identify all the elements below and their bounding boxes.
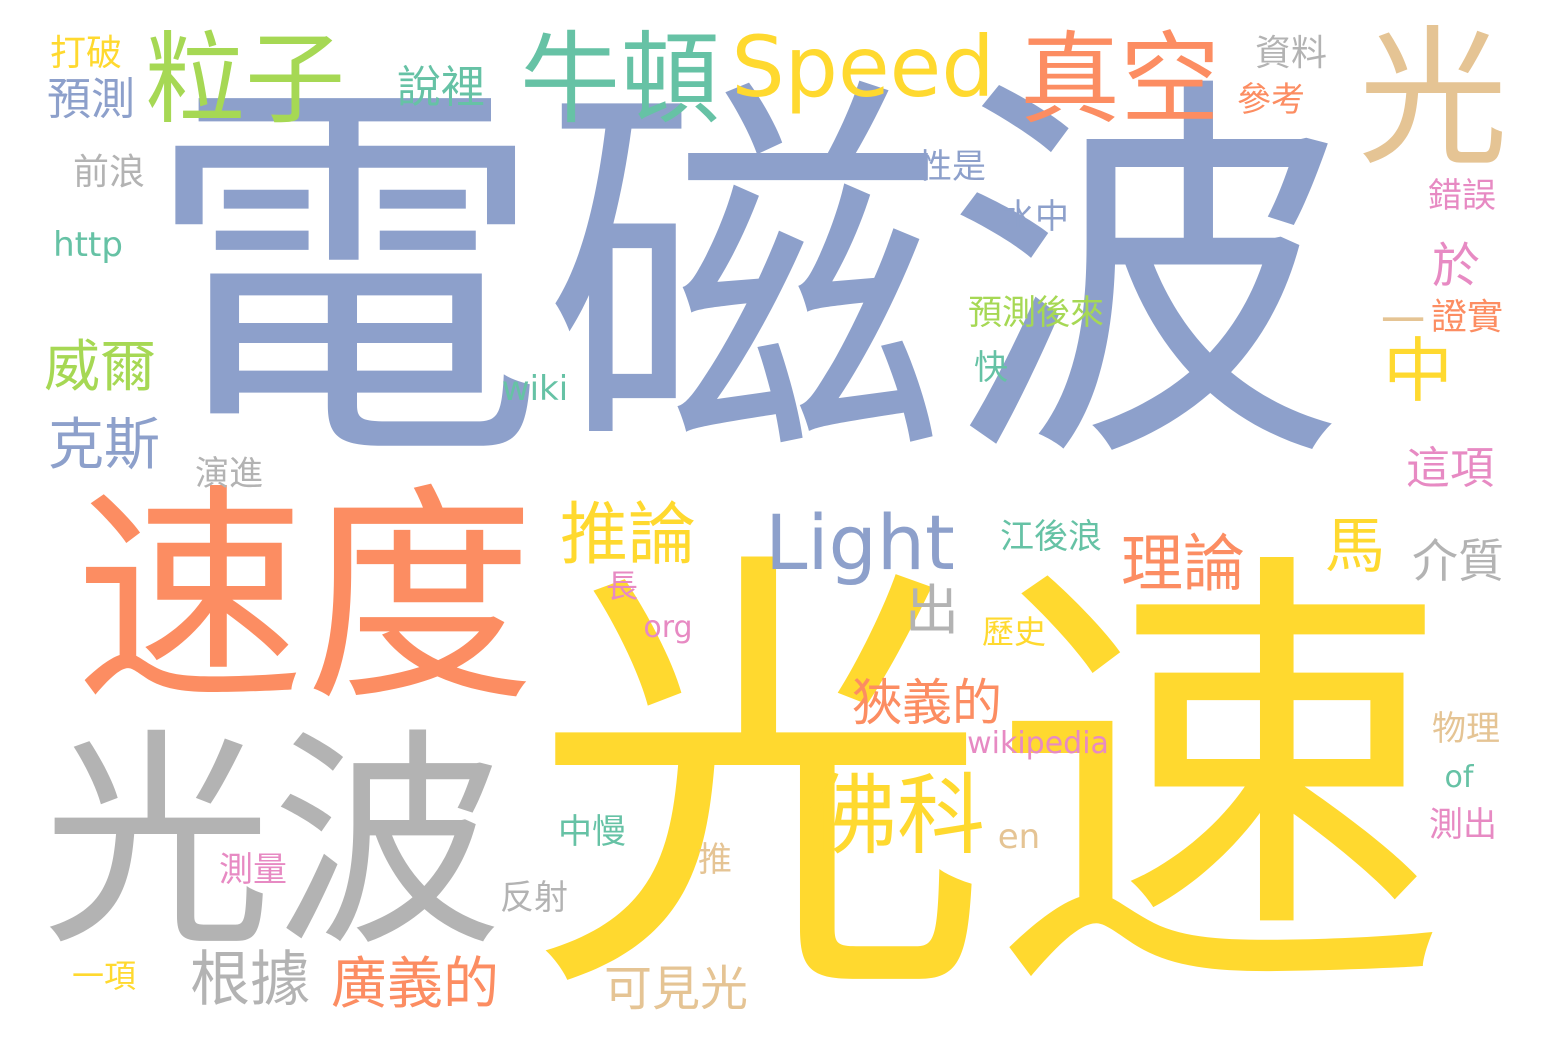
word-newton: 牛頓 (520, 21, 720, 138)
word-this-item: 這項 (1406, 443, 1494, 494)
word-fast: 快 (974, 348, 1008, 388)
word-tui: 推 (698, 840, 732, 880)
word-long: 長 (605, 567, 639, 605)
word-light: 光 (1357, 13, 1509, 187)
word-back-wave: 江後浪 (1000, 517, 1102, 557)
word-physics: 物理 (1432, 709, 1500, 749)
word-according-to: 根據 (190, 945, 310, 1015)
word-general: 廣義的 (331, 952, 499, 1017)
word-special: 狹義的 (852, 674, 1002, 732)
word-electromagnetic-wave: 電磁波 (145, 47, 1345, 512)
word-measured: 測出 (1429, 805, 1497, 845)
word-shuoli: 說裡 (397, 62, 485, 113)
word-vacuum: 真空 (1020, 21, 1220, 138)
word-inference: 推論 (559, 496, 697, 575)
word-break: 打破 (49, 33, 123, 74)
word-in-water: 水中 (1001, 197, 1069, 237)
word-history: 歷史 (981, 613, 1047, 651)
word-data: 資料 (1254, 33, 1328, 74)
word-measurement: 測量 (219, 850, 287, 890)
word-speed-of-light: 光速 (530, 517, 1450, 1052)
word-ma: 馬 (1325, 512, 1385, 582)
word-reference: 參考 (1237, 80, 1305, 120)
word-speed: 速度 (74, 466, 536, 733)
word-evolution: 演進 (195, 454, 263, 494)
word-reflection: 反射 (500, 878, 568, 918)
word-http: http (53, 225, 123, 265)
word-light-wave: 光波 (41, 711, 503, 978)
word-slower-in: 中慢 (558, 812, 626, 852)
word-particle: 粒子 (145, 21, 345, 138)
word-confirm: 證實 (1430, 297, 1504, 338)
word-yi: 一 (1381, 296, 1425, 347)
word-theory: 理論 (1120, 527, 1246, 600)
word-wikipedia: wikipedia (967, 726, 1109, 761)
word-en: en (997, 817, 1041, 857)
word-well: 威爾 (44, 335, 156, 400)
word-xwell: 克斯 (48, 413, 160, 478)
word-speed-en: Speed (731, 18, 995, 116)
word-predicted-later: 預測後來 (968, 293, 1104, 333)
word-zhong: 中 (1383, 330, 1453, 412)
word-of: of (1444, 760, 1474, 795)
word-one-item: 一項 (71, 957, 137, 995)
word-front-wave: 前浪 (72, 152, 146, 193)
word-visible-light: 可見光 (603, 961, 749, 1017)
word-yu: 於 (1431, 238, 1481, 294)
word-out: 出 (905, 579, 959, 642)
word-light-en: Light (765, 498, 955, 587)
word-error: 錯誤 (1428, 176, 1496, 216)
word-org: org (643, 610, 693, 645)
word-xingshi: 性是 (918, 147, 986, 187)
word-prediction: 預測 (47, 74, 135, 125)
word-foucault: 佛科 (808, 764, 986, 867)
word-wiki: wiki (501, 369, 569, 409)
word-medium: 介質 (1412, 534, 1504, 588)
